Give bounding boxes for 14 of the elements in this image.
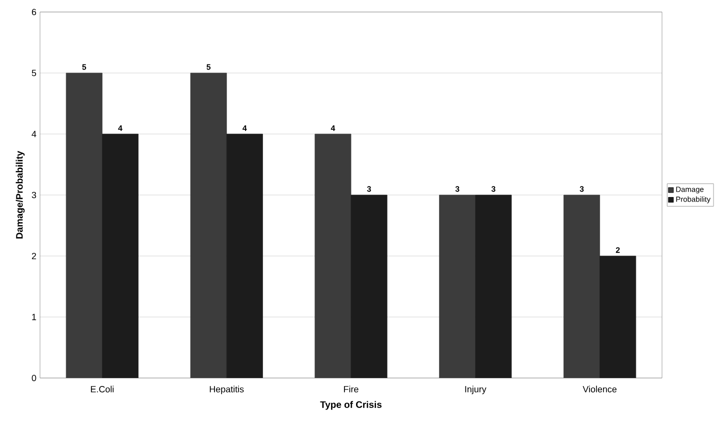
x-axis-title: Type of Crisis bbox=[320, 400, 382, 410]
x-tick-label: Violence bbox=[582, 386, 617, 392]
y-tick-label: 5 bbox=[32, 70, 36, 76]
x-tick-label: Hepatitis bbox=[210, 386, 244, 394]
y-tick-label: 0 bbox=[32, 374, 36, 382]
y-tick-label: 1 bbox=[32, 314, 36, 320]
y-tick-label: 4 bbox=[32, 130, 36, 138]
y-tick-label: 6 bbox=[32, 8, 36, 16]
x-tick-label: E.Coli bbox=[90, 386, 114, 392]
x-tick-label: Fire bbox=[344, 386, 358, 392]
x-tick-label: Injury bbox=[465, 386, 486, 394]
y-axis-title: Damage/Probability bbox=[16, 150, 25, 239]
y-tick-label: 2 bbox=[32, 252, 36, 260]
y-tick-label: 3 bbox=[32, 192, 36, 198]
